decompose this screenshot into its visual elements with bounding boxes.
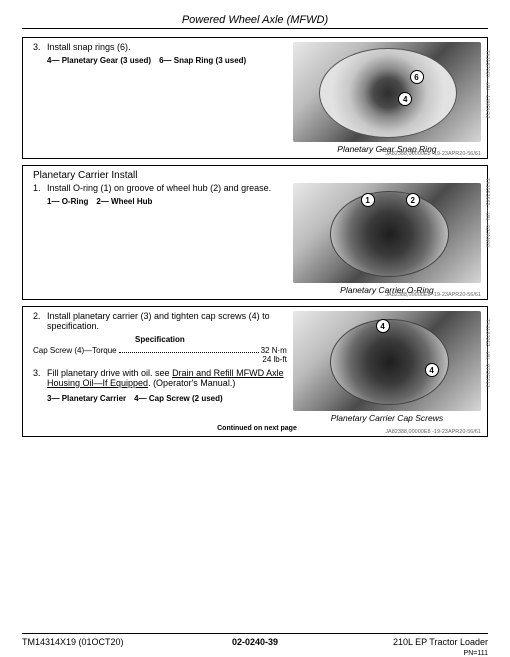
spec-value: 32 N·m: [261, 346, 287, 355]
page-header: Powered Wheel Axle (MFWD): [22, 10, 488, 29]
callout-4a: 4: [376, 319, 390, 333]
section-carrier-install: Planetary Carrier Install 1. Install O-r…: [22, 165, 488, 300]
spec-label: Cap Screw (4)—Torque: [33, 346, 117, 355]
legend: 4— Planetary Gear (3 used) 6— Snap Ring …: [47, 56, 287, 65]
step-number: 2.: [33, 311, 47, 331]
legend: 1— O-Ring 2— Wheel Hub: [47, 197, 287, 206]
callout-4: 4: [398, 92, 412, 106]
step-number: 3.: [33, 42, 47, 52]
step-text: Install planetary carrier (3) and tighte…: [47, 311, 287, 331]
page-footer: TM14314X19 (01OCT20) 02-0240-39 210L EP …: [22, 633, 488, 647]
callout-2: 2: [406, 193, 420, 207]
figure-snap-ring: 6 4: [293, 42, 481, 142]
step-number: 1.: [33, 183, 47, 193]
ref-code: JA82388,00000E8 -19-23APR20-56/61: [385, 151, 481, 157]
section-carrier-tighten: 2. Install planetary carrier (3) and tig…: [22, 306, 488, 437]
ref-code: JA82388,00000E8 -19-23APR20-56/61: [385, 292, 481, 298]
section-title: Planetary Carrier Install: [33, 170, 481, 181]
step-text: Install O-ring (1) on groove of wheel hu…: [47, 183, 271, 193]
figure-caption: Planetary Carrier Cap Screws: [293, 413, 481, 423]
figure-code: TX1053669 —UN—02JAN09: [484, 178, 490, 247]
section-snap-rings: 3. Install snap rings (6). 4— Planetary …: [22, 37, 488, 159]
figure-code: TX1187062—UN—07OCT12: [484, 319, 490, 387]
spec-value-alt: 24 lb-ft: [262, 355, 286, 364]
step-number: 3.: [33, 368, 47, 388]
figure-code: TX1187060—UN—13NOV12: [484, 50, 490, 119]
legend: 3— Planetary Carrier 4— Cap Screw (2 use…: [47, 394, 287, 403]
figure-oring: 1 2: [293, 183, 481, 283]
ref-code: JA82388,00000E8 -19-23APR20-56/61: [385, 429, 481, 435]
step-text: Fill planetary drive with oil. see Drain…: [47, 368, 287, 388]
page-number: PN=111: [464, 650, 488, 657]
spec-heading: Specification: [33, 335, 287, 344]
footer-right: 210L EP Tractor Loader: [393, 637, 488, 647]
callout-1: 1: [361, 193, 375, 207]
spec-leader: [119, 346, 259, 353]
figure-cap-screws: 4 4: [293, 311, 481, 411]
callout-6: 6: [410, 70, 424, 84]
callout-4b: 4: [425, 363, 439, 377]
step-text: Install snap rings (6).: [47, 42, 131, 52]
